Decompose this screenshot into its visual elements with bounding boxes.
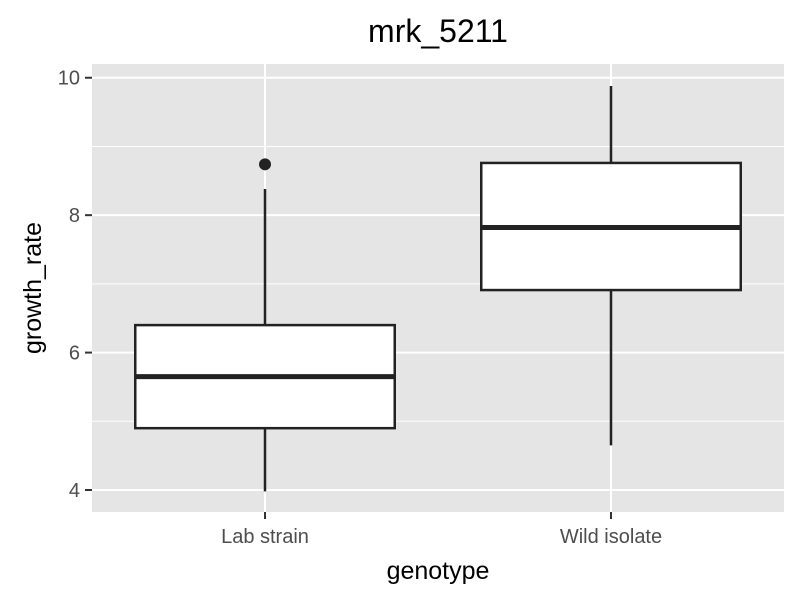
x-tick-label: Lab strain	[221, 526, 309, 548]
x-axis-title: genotype	[387, 557, 490, 585]
boxes	[134, 85, 742, 492]
chart-title: mrk_5211	[368, 13, 508, 49]
y-tick-label: 6	[69, 343, 80, 365]
y-axis: 4 6 8 10	[58, 68, 92, 502]
y-axis-title: growth_rate	[19, 222, 47, 354]
outlier-point	[259, 158, 271, 171]
box-group	[134, 158, 396, 492]
box-group	[480, 85, 742, 446]
y-tick-label: 10	[58, 68, 80, 90]
x-axis: Lab strain Wild isolate	[221, 512, 662, 548]
y-tick-label: 8	[69, 205, 80, 227]
y-tick-label: 4	[69, 480, 80, 502]
x-tick-label: Wild isolate	[560, 526, 662, 548]
